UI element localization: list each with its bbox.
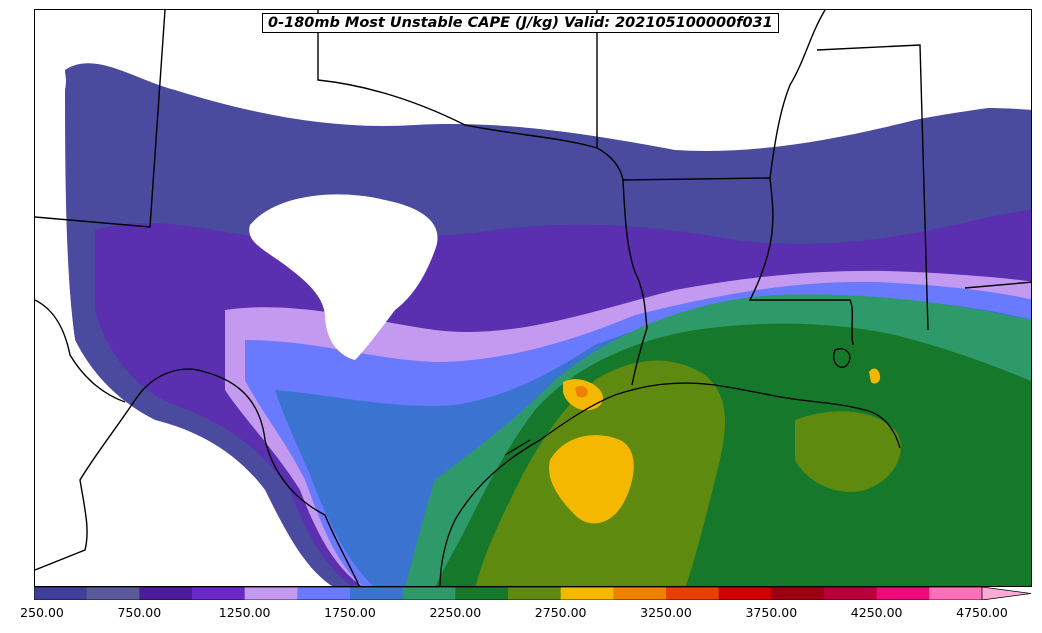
- cape-band-2500-east: [795, 411, 901, 492]
- no-cape-region: [249, 194, 438, 360]
- colorbar-tick-label: 750.00: [117, 605, 162, 620]
- colorbar-segment: [402, 587, 456, 600]
- colorbar-segment: [718, 587, 772, 600]
- colorbar-extend-arrow: [981, 587, 1032, 600]
- colorbar-segment: [34, 587, 88, 600]
- state-boundaries: [35, 10, 1031, 586]
- colorbar-tick-label: 4250.00: [850, 605, 903, 620]
- colorbar-tick-label: 3750.00: [745, 605, 798, 620]
- coastline: [439, 348, 901, 586]
- colorbar-segment: [929, 587, 983, 600]
- colorbar-segment: [666, 587, 720, 600]
- colorbar-segment: [613, 587, 667, 600]
- map-title: 0-180mb Most Unstable CAPE (J/kg) Valid:…: [262, 13, 779, 33]
- colorbar-segment: [192, 587, 246, 600]
- cape-map-svg: [35, 10, 1031, 586]
- no-cape-north: [35, 10, 1031, 138]
- colorbar-tick-label: 2250.00: [429, 605, 482, 620]
- cape-band-2750: [549, 435, 634, 524]
- colorbar-segment: [771, 587, 825, 600]
- colorbar-segment: [350, 587, 404, 600]
- colorbar-tick-label: 1250.00: [218, 605, 271, 620]
- colorbar-segment: [297, 587, 351, 600]
- cape-band-2750-east: [869, 368, 881, 384]
- colorbar-segment: [824, 587, 878, 600]
- colorbar-tick-label: 2750.00: [534, 605, 587, 620]
- no-cape-west: [35, 40, 310, 586]
- colorbar-segment: [244, 587, 298, 600]
- cape-band-3000-spot: [575, 385, 588, 398]
- colorbar: [34, 587, 1032, 600]
- colorbar-segment: [86, 587, 140, 600]
- colorbar-segment: [508, 587, 562, 600]
- cape-map: [34, 9, 1032, 587]
- colorbar-segment: [560, 587, 614, 600]
- colorbar-tick-label: 4750.00: [956, 605, 1008, 620]
- colorbar-tick-label: 1750.00: [324, 605, 376, 620]
- colorbar-segment: [876, 587, 930, 600]
- colorbar-tick-label: 250.00: [20, 605, 64, 620]
- colorbar-segment: [139, 587, 193, 600]
- colorbar-tick-label: 3250.00: [640, 605, 692, 620]
- colorbar-segment: [455, 587, 509, 600]
